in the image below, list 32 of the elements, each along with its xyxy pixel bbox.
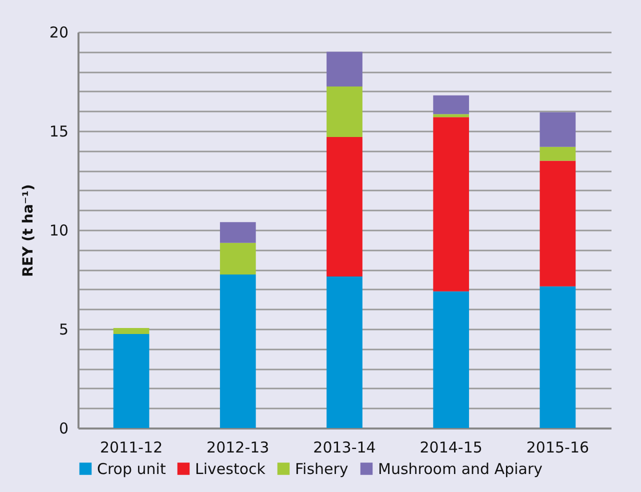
x-tick-label: 2012-13 <box>206 438 270 456</box>
bar <box>540 286 576 428</box>
bar <box>326 52 362 86</box>
x-tick-label: 2013-14 <box>313 438 376 456</box>
bar <box>433 95 470 114</box>
bar <box>326 276 362 428</box>
bar <box>220 242 256 275</box>
y-tick-label: 15 <box>49 122 68 140</box>
legend-label: Fishery <box>295 460 348 478</box>
y-axis-title: REY (t ha⁻¹) <box>20 184 36 277</box>
bar <box>326 86 362 137</box>
bar <box>113 328 150 334</box>
legend-label: Mushroom and Apiary <box>378 460 543 478</box>
y-tick-label: 5 <box>58 320 68 338</box>
legend-label: Livestock <box>195 460 266 478</box>
y-tick-label: 10 <box>49 222 68 240</box>
bar <box>326 136 362 277</box>
bar <box>540 146 576 161</box>
bar <box>433 114 470 118</box>
bar <box>220 222 256 243</box>
x-tick-label: 2015-16 <box>526 438 590 456</box>
y-tick-label: 0 <box>58 420 68 438</box>
bar <box>220 274 256 428</box>
y-tick-label: 20 <box>49 24 68 42</box>
bar <box>433 291 470 428</box>
x-tick-label: 2014-15 <box>420 438 482 456</box>
bar <box>540 160 576 286</box>
bar <box>433 117 470 292</box>
legend-label: Crop unit <box>97 460 166 478</box>
x-tick-label: 2011-12 <box>100 438 163 456</box>
bar <box>113 334 150 428</box>
bar <box>540 112 576 147</box>
